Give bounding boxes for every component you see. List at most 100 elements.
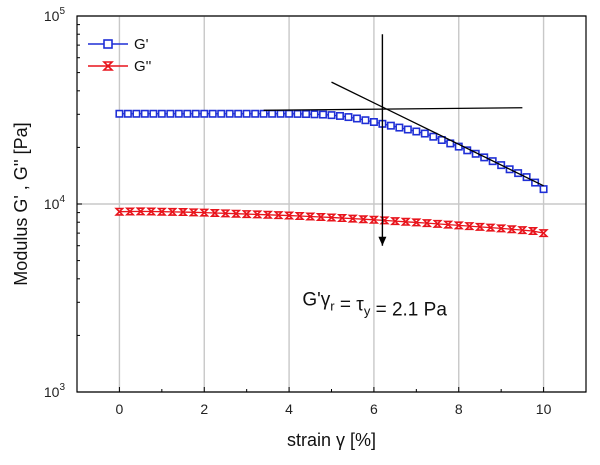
gprime-point xyxy=(403,125,412,134)
gdoubleprime-point xyxy=(283,211,295,220)
gprime-point xyxy=(140,109,149,118)
gprime-point xyxy=(251,109,260,118)
gprime-point xyxy=(183,109,192,118)
gdoubleprime-point xyxy=(209,208,220,217)
x-tick-label: 0 xyxy=(116,401,124,417)
gprime-point xyxy=(268,109,277,118)
gdoubleprime-point xyxy=(315,212,327,221)
gdoubleprime-point xyxy=(336,214,348,223)
gdoubleprime-point xyxy=(102,61,114,71)
gprime-point xyxy=(386,121,395,130)
gprime-point xyxy=(123,109,132,118)
gprime-point xyxy=(242,109,251,118)
gprime-point xyxy=(166,109,175,118)
gdoubleprime-point xyxy=(421,219,433,228)
gprime-point xyxy=(225,109,234,118)
gprime-point xyxy=(539,185,548,194)
legend-entry-gdoubleprime: G'' xyxy=(88,58,152,75)
gprime-point xyxy=(208,109,217,118)
gdoubleprime-point xyxy=(146,207,157,216)
gprime-point xyxy=(369,118,378,127)
gdoubleprime-point xyxy=(368,215,380,224)
gprime-point xyxy=(149,109,158,118)
gprime-point xyxy=(200,109,209,118)
gdoubleprime-point xyxy=(167,207,178,216)
gprime-point xyxy=(395,123,404,132)
gprime-point xyxy=(302,110,311,119)
grid-lines xyxy=(77,15,586,393)
gdoubleprime-point xyxy=(273,211,284,220)
series-line xyxy=(119,113,544,190)
gprime-point xyxy=(259,109,268,118)
gdoubleprime-point xyxy=(506,225,517,234)
gdoubleprime-point xyxy=(262,210,274,219)
gdoubleprime-point xyxy=(294,212,305,221)
gdoubleprime-point xyxy=(411,218,422,227)
gdoubleprime-point xyxy=(517,226,528,235)
gprime-point xyxy=(352,114,361,123)
y-tick-label: 104 xyxy=(44,194,66,212)
series-gprime xyxy=(115,109,548,194)
gdoubleprime-point xyxy=(241,210,252,219)
legend-label: G'' xyxy=(134,58,152,75)
legend-label: G' xyxy=(134,36,149,53)
y-tick-label: 103 xyxy=(44,382,66,400)
gprime-point xyxy=(412,127,421,136)
gprime-point xyxy=(429,132,438,141)
gdoubleprime-point xyxy=(464,222,475,231)
gprime-point xyxy=(344,113,353,122)
gprime-point xyxy=(132,109,141,118)
gdoubleprime-point xyxy=(156,207,167,216)
gprime-point xyxy=(285,109,294,118)
gdoubleprime-point xyxy=(358,215,369,224)
gprime-point xyxy=(361,116,370,125)
gdoubleprime-point xyxy=(538,229,549,238)
y-axis-label: Modulus G' , G'' [Pa] xyxy=(11,122,31,285)
gdoubleprime-point xyxy=(188,208,199,217)
gdoubleprime-point xyxy=(252,210,263,219)
gdoubleprime-point xyxy=(124,207,136,216)
gdoubleprime-point xyxy=(305,212,316,221)
series-layer xyxy=(114,109,549,238)
gdoubleprime-point xyxy=(443,220,454,229)
gdoubleprime-point xyxy=(347,214,358,223)
y-tick-label: 105 xyxy=(44,6,66,24)
gdoubleprime-point xyxy=(114,207,125,216)
gdoubleprime-point xyxy=(527,227,539,236)
x-tick-label: 8 xyxy=(455,401,463,417)
x-axis-label: strain γ [%] xyxy=(287,430,376,450)
gdoubleprime-point xyxy=(326,213,337,222)
x-tick-label: 2 xyxy=(200,401,208,417)
annotation-lines xyxy=(263,34,544,246)
gprime-point xyxy=(217,109,226,118)
gdoubleprime-point xyxy=(474,222,486,231)
gprime-point xyxy=(293,109,302,118)
gprime-point xyxy=(234,109,243,118)
gdoubleprime-point xyxy=(389,217,401,226)
legend: G' G'' xyxy=(88,36,152,75)
gdoubleprime-point xyxy=(230,209,242,218)
gprime-point xyxy=(115,109,124,118)
tangent-line xyxy=(331,81,544,187)
gdoubleprime-point xyxy=(220,209,231,218)
x-tick-label: 10 xyxy=(536,401,552,417)
gprime-point xyxy=(103,39,113,49)
gprime-point xyxy=(310,110,319,119)
gdoubleprime-point xyxy=(496,224,507,233)
axis-ticks: 0 2 4 6 8 10 103 104 105 xyxy=(44,6,587,417)
gdoubleprime-point xyxy=(135,207,146,216)
gprime-point xyxy=(191,109,200,118)
gprime-point xyxy=(437,135,446,144)
gdoubleprime-point xyxy=(177,208,189,217)
x-tick-label: 4 xyxy=(285,401,293,417)
gprime-point xyxy=(157,109,166,118)
gprime-point xyxy=(420,129,429,138)
gprime-point xyxy=(319,110,328,119)
gprime-point xyxy=(327,111,336,120)
series-gdoubleprime xyxy=(114,207,549,238)
gdoubleprime-point xyxy=(453,221,464,230)
gdoubleprime-point xyxy=(400,217,411,226)
gdoubleprime-point xyxy=(199,208,210,217)
gdoubleprime-point xyxy=(485,223,496,232)
